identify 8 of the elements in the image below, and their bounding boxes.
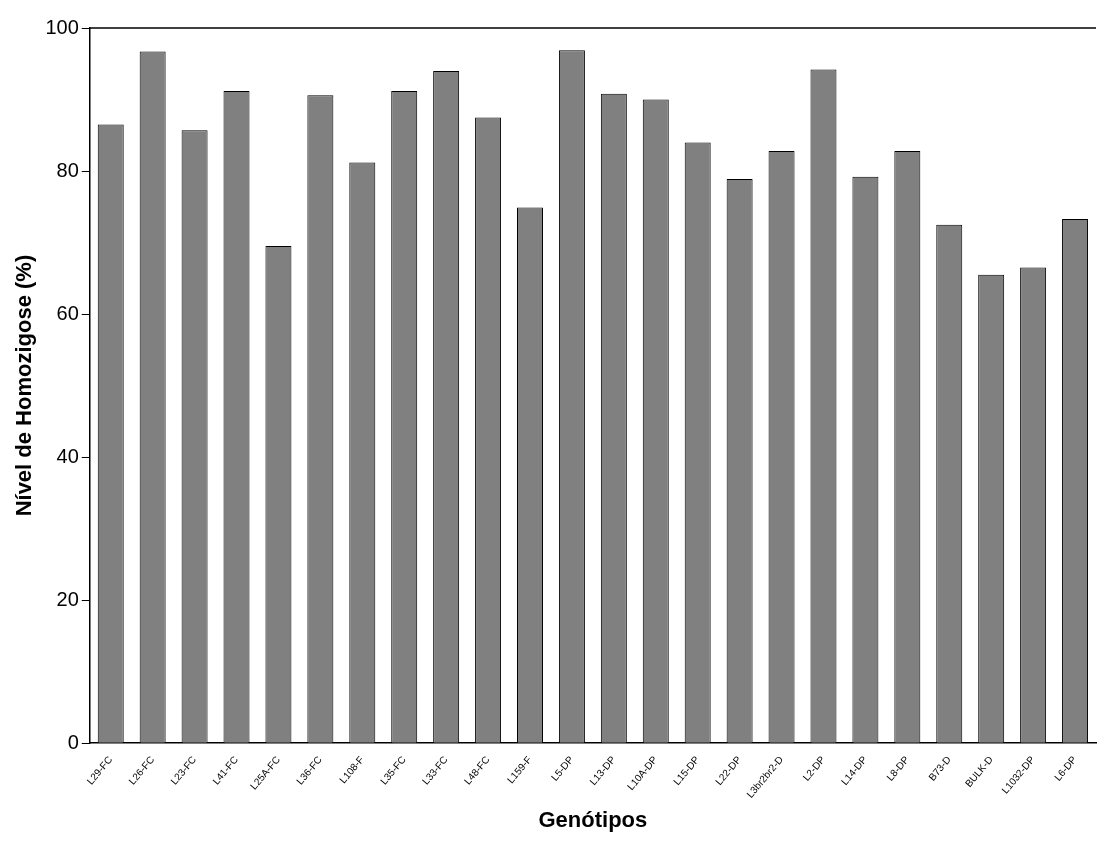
x-axis-title: Genótipos bbox=[538, 806, 648, 832]
y-tick-label: 0 bbox=[67, 730, 79, 753]
y-axis-title: Nível de Homozigose (%) bbox=[11, 254, 37, 517]
y-tick-label: 100 bbox=[45, 15, 79, 38]
y-tick-label: 40 bbox=[56, 444, 79, 467]
y-tick-label: 60 bbox=[56, 301, 79, 324]
y-tick-label: 20 bbox=[56, 587, 79, 610]
y-tick-label: 80 bbox=[56, 158, 79, 181]
